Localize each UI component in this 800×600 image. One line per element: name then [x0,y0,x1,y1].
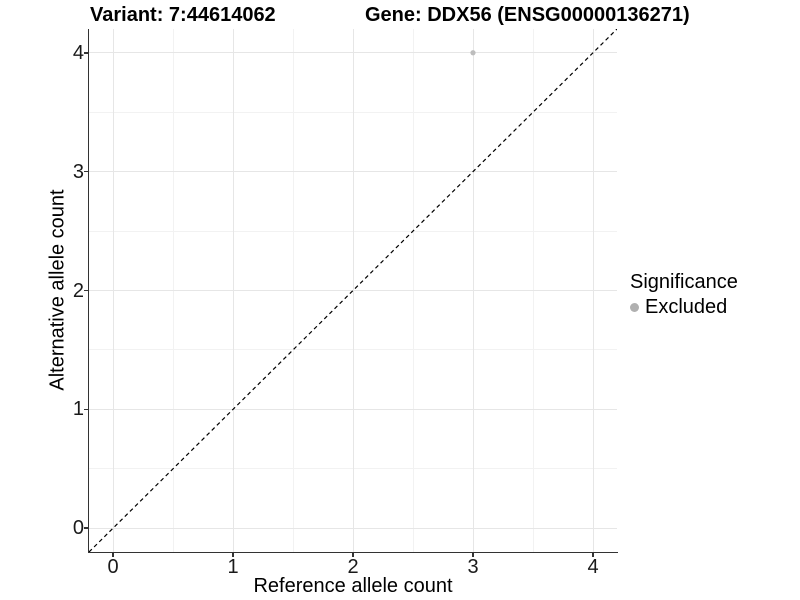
x-tick-label: 0 [107,556,119,578]
data-point [470,50,476,56]
legend-key-dot [630,302,639,312]
legend: Significance Excluded [630,271,738,318]
y-tick-label: 3 [72,160,84,183]
x-tick-label: 2 [347,556,359,578]
legend-title: Significance [630,271,738,293]
y-tick-mark [84,170,89,173]
legend-entries: Excluded [630,296,738,318]
marks-layer [89,29,617,552]
y-tick-mark [84,527,89,529]
y-tick-label: 4 [72,41,84,64]
y-tick-label: 0 [72,517,84,540]
y-major-gridline [89,527,617,529]
y-major-gridline [89,290,617,291]
x-axis-title: Reference allele count [253,575,453,597]
y-tick-mark [84,408,89,411]
y-major-gridline [89,52,617,54]
plot-title-gene: Gene: DDX56 (ENSG00000136271) [365,4,690,26]
plot-title-variant: Variant: 7:44614062 [90,4,276,26]
y-major-gridline [89,408,617,410]
x-tick-label: 1 [227,556,239,578]
x-tick-mark [352,552,354,557]
y-tick-mark [84,289,89,292]
y-tick-label: 1 [72,398,84,421]
x-tick-mark [232,552,234,557]
x-tick-mark [592,552,594,557]
legend-item-label: Excluded [645,296,728,318]
x-tick-mark [472,552,474,557]
y-tick-label: 2 [72,279,84,302]
identity-reference-line [89,29,617,552]
x-tick-label: 4 [587,556,599,578]
y-major-gridline [89,171,617,173]
x-tick-mark [112,552,114,557]
legend-item: Excluded [630,296,738,318]
x-tick-label: 3 [467,556,479,578]
y-tick-mark [84,52,89,54]
plot-panel [89,29,617,552]
